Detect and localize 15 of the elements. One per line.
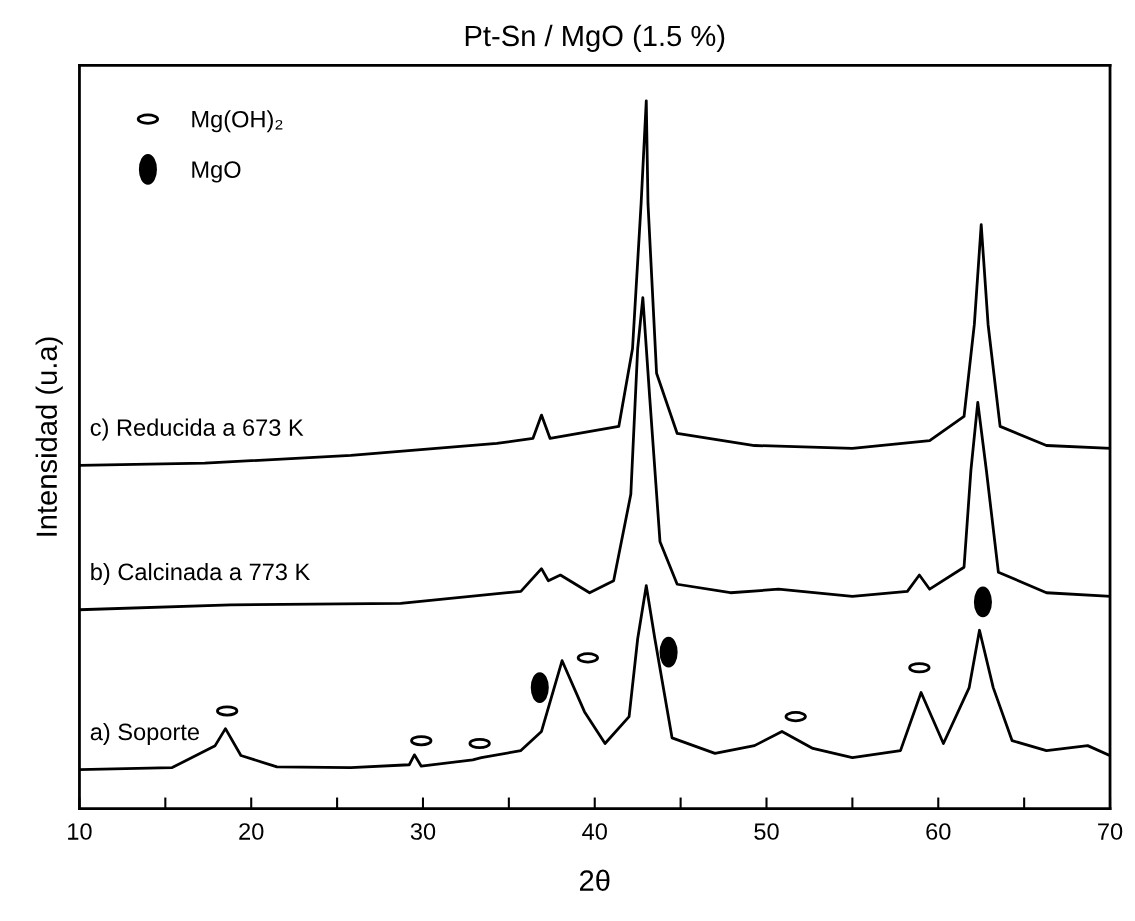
legend-label: Mg(OH)₂ [192,110,283,133]
x-tick-label: 60 [926,823,951,840]
x-tick-label: 30 [410,823,436,840]
series-label: a) Soporte [90,722,199,745]
chart-title: Pt-Sn / MgO (1.5 %) [465,24,725,52]
y-axis-title: Intensidad (u.a) [35,337,63,536]
x-tick-label: 20 [239,823,264,840]
x-tick-label: 40 [582,823,607,840]
legend-label: MgO [192,161,241,183]
x-tick-label: 10 [68,823,92,840]
x-tick-label: 50 [754,823,779,840]
series-label: b) Calcinada a 773 K [91,562,310,585]
x-tick-label: 70 [1098,823,1123,840]
x-axis-title: 2θ [579,869,610,891]
series-label: c) Reducida a 673 K [90,418,304,441]
